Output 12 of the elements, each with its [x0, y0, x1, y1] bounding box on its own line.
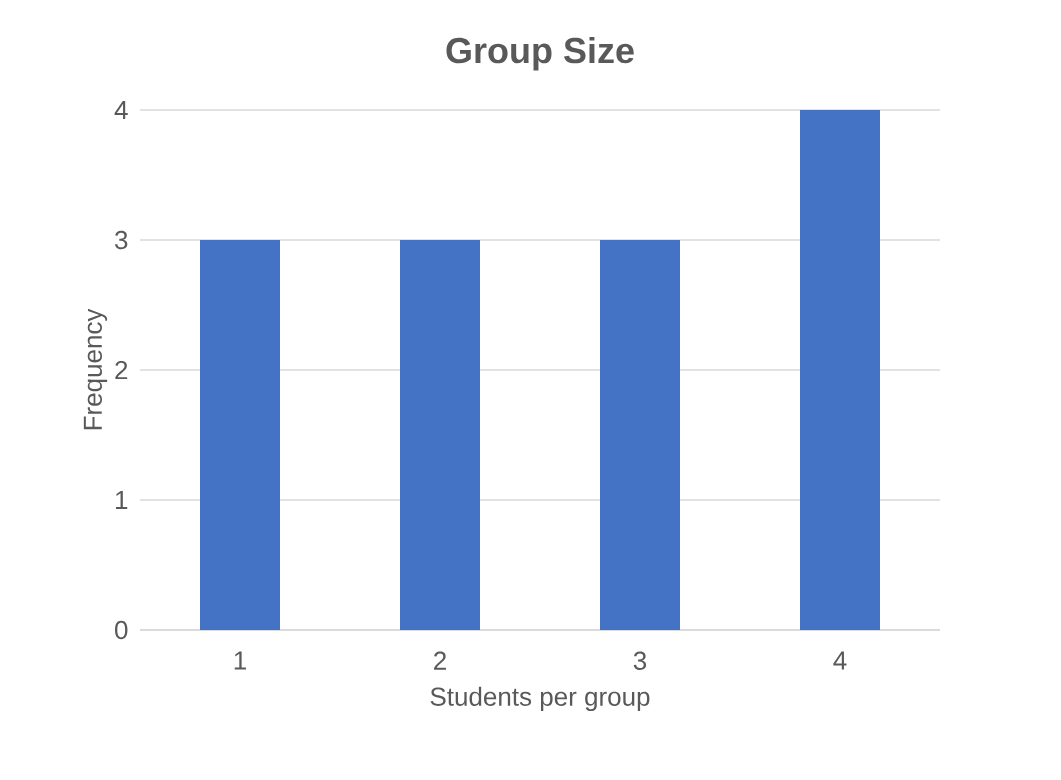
y-tick-label: 1 — [115, 491, 128, 509]
y-tick-label: 4 — [114, 101, 128, 119]
x-axis-title: Students per group — [430, 686, 650, 712]
y-tick-label: 0 — [115, 620, 128, 640]
x-tick-label: 3 — [633, 651, 647, 670]
x-tick-label: 1 — [234, 651, 246, 670]
y-tick-label: 2 — [115, 360, 128, 380]
x-tick-label: 2 — [434, 651, 446, 670]
y-axis-title: Frequency — [83, 308, 108, 430]
y-tick-label: 3 — [114, 230, 128, 250]
x-tick-label: 4 — [833, 651, 847, 670]
chart-title: Group Size — [446, 36, 634, 71]
